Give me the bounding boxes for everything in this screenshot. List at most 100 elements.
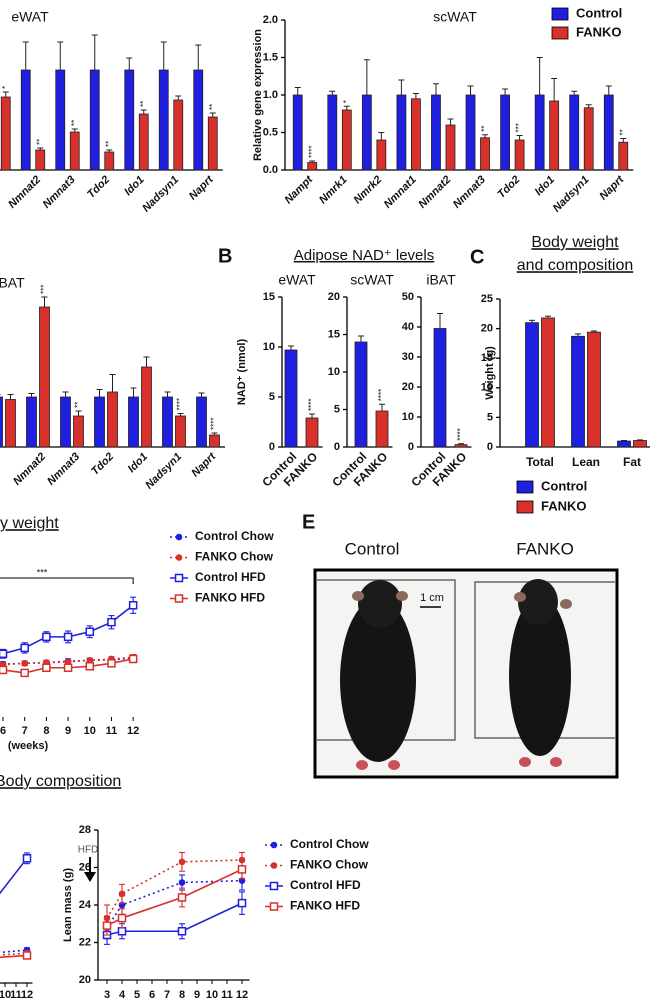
bar bbox=[0, 396, 3, 448]
x-tick-label: 9 bbox=[194, 989, 200, 1000]
y-tick-label: 26 bbox=[79, 861, 91, 873]
bar bbox=[411, 98, 421, 171]
chart-title: eWAT bbox=[11, 9, 49, 25]
mouse-foot bbox=[519, 757, 531, 767]
x-tick-label: Ido1 bbox=[533, 174, 557, 198]
error-bar bbox=[37, 147, 44, 150]
error-bar bbox=[211, 432, 218, 435]
chart-title: y weight bbox=[0, 515, 59, 532]
series-line bbox=[106, 859, 243, 919]
bar bbox=[617, 440, 631, 448]
significance-label: ** bbox=[480, 126, 489, 132]
significance-label: * bbox=[342, 100, 351, 103]
bar bbox=[569, 94, 580, 171]
y-tick-label: 15 bbox=[481, 352, 493, 364]
marker bbox=[117, 927, 127, 936]
bar bbox=[480, 137, 490, 171]
photo-content bbox=[317, 579, 615, 770]
bar bbox=[571, 335, 585, 448]
marker bbox=[237, 898, 247, 908]
x-tick-label: 11 bbox=[10, 989, 22, 1000]
significance-label: **** bbox=[377, 389, 386, 401]
x-tick-label: Nadsyn1 bbox=[140, 174, 181, 215]
bar bbox=[26, 396, 37, 448]
marker bbox=[117, 913, 127, 923]
x-tick-label: 10 bbox=[84, 725, 96, 737]
mouse-ear bbox=[396, 591, 408, 601]
y-axis-label: Weight (g) bbox=[484, 346, 496, 400]
error-bar bbox=[637, 439, 643, 441]
bar bbox=[305, 417, 319, 448]
error-bar bbox=[502, 88, 509, 95]
chart-title: scWAT bbox=[350, 272, 394, 288]
y-tick-label: 0.0 bbox=[263, 164, 278, 176]
significance-label: * bbox=[1, 86, 10, 89]
legend-marker bbox=[270, 862, 278, 869]
error-bar bbox=[571, 90, 578, 95]
x-tick-label: Nmnat3 bbox=[41, 174, 78, 211]
photo-group: Control bbox=[345, 539, 400, 558]
bar bbox=[193, 69, 204, 171]
bar bbox=[361, 94, 372, 171]
x-tick-label: Tdo2 bbox=[85, 174, 112, 201]
error-bar bbox=[75, 410, 82, 416]
y-tick-label: 0 bbox=[334, 441, 340, 453]
error-bar bbox=[2, 91, 9, 97]
mouse-head bbox=[358, 580, 402, 628]
photo: 1 cm bbox=[313, 568, 619, 779]
y-axis-label: Lean mass (g) bbox=[62, 868, 74, 942]
y-tick-label: 30 bbox=[402, 351, 414, 363]
x-tick-label: 8 bbox=[43, 725, 49, 737]
marker bbox=[178, 858, 186, 866]
bar bbox=[0, 96, 11, 171]
bar bbox=[104, 151, 115, 171]
marker bbox=[128, 654, 138, 664]
bar bbox=[158, 69, 169, 171]
error-bar bbox=[28, 393, 35, 397]
error-bar bbox=[126, 57, 133, 70]
error-bar bbox=[437, 313, 443, 329]
legend-label: FANKO bbox=[541, 498, 587, 513]
significance-label: ** bbox=[208, 104, 217, 110]
y-tick-label: 15 bbox=[328, 328, 340, 340]
mouse-foot bbox=[550, 757, 562, 767]
error-bar bbox=[288, 345, 294, 350]
marker bbox=[102, 921, 112, 930]
marker bbox=[128, 601, 138, 610]
error-bar bbox=[71, 128, 78, 132]
bar bbox=[107, 391, 118, 448]
x-tick-label: 11 bbox=[106, 725, 118, 737]
hfd-arrow bbox=[84, 857, 96, 882]
error-bar bbox=[143, 356, 150, 367]
y-tick-label: 20 bbox=[481, 323, 493, 335]
x-tick-label: 7 bbox=[22, 725, 28, 737]
y-tick-label: 5 bbox=[269, 391, 275, 403]
error-bar bbox=[41, 296, 48, 307]
x-tick-label: Nmnat2 bbox=[11, 451, 48, 488]
series-line bbox=[0, 857, 28, 895]
y-tick-label: 20 bbox=[328, 291, 340, 303]
marker bbox=[22, 951, 32, 960]
legend-swatch bbox=[551, 26, 569, 40]
error-bar bbox=[358, 335, 364, 342]
marker bbox=[237, 865, 247, 874]
significance-label: **** bbox=[307, 399, 316, 411]
marker bbox=[85, 627, 95, 636]
error-bar bbox=[309, 413, 315, 418]
significance-label: **** bbox=[307, 146, 316, 158]
x-tick-label: Nmrk1 bbox=[317, 174, 350, 207]
x-tick-label: 11 bbox=[221, 989, 233, 1000]
bar bbox=[603, 94, 614, 171]
photo-group: FANKO bbox=[516, 539, 574, 558]
bar bbox=[307, 162, 318, 171]
panel-label: C bbox=[470, 246, 484, 268]
error-bar bbox=[109, 374, 116, 392]
x-tick-label: Naprt bbox=[187, 173, 217, 203]
bar bbox=[175, 415, 186, 448]
x-tick-label: Nmnat1 bbox=[382, 174, 419, 211]
x-tick-label: Nmnat3 bbox=[451, 174, 488, 211]
significance-bracket bbox=[0, 577, 134, 584]
marker bbox=[0, 665, 8, 675]
legend-label: Control Chow bbox=[195, 529, 274, 543]
error-bar bbox=[130, 387, 137, 397]
